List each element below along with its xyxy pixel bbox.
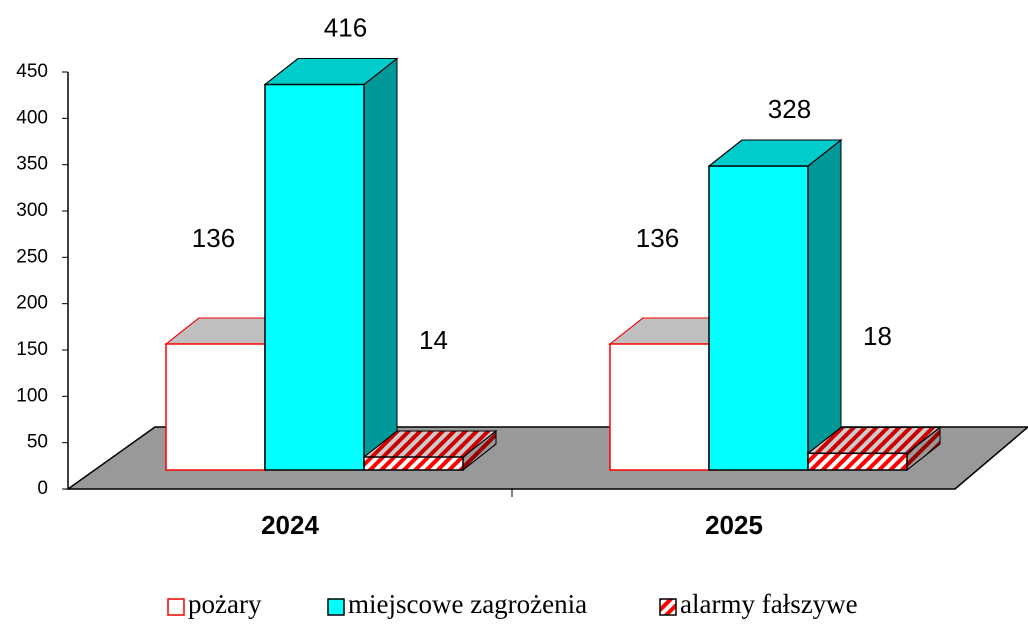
value-label: 136 [636,223,679,253]
legend-label: alarmy fałszywe [680,589,858,619]
y-tick-label: 200 [16,293,48,314]
value-label: 14 [419,325,448,355]
y-tick-label: 350 [16,154,48,175]
y-tick-label: 100 [16,385,48,406]
bar [609,343,710,471]
value-label: 18 [863,321,892,351]
legend-swatch [167,598,185,616]
y-tick-label: 50 [27,432,48,453]
value-label: 416 [324,12,367,42]
bar [264,83,365,471]
y-tick-label: 150 [16,339,48,360]
bar [363,456,464,471]
y-tick-label: 400 [16,107,48,128]
bar [708,165,809,471]
x-tick-label: 2025 [705,510,763,540]
bar [807,452,908,471]
legend-swatch [327,598,345,616]
legend-label: pożary [188,589,262,619]
bar-side-shade [807,139,842,472]
bar [165,343,266,471]
legend-label: miejscowe zagrożenia [348,589,587,619]
y-tick-label: 300 [16,200,48,221]
y-tick-label: 0 [37,478,48,499]
bar-side-shade [363,57,398,472]
legend-swatch [659,598,677,616]
y-tick-label: 450 [16,61,48,82]
y-tick-label: 250 [16,246,48,267]
x-tick-label: 2024 [261,510,319,540]
value-label: 136 [192,223,235,253]
value-label: 328 [768,94,811,124]
